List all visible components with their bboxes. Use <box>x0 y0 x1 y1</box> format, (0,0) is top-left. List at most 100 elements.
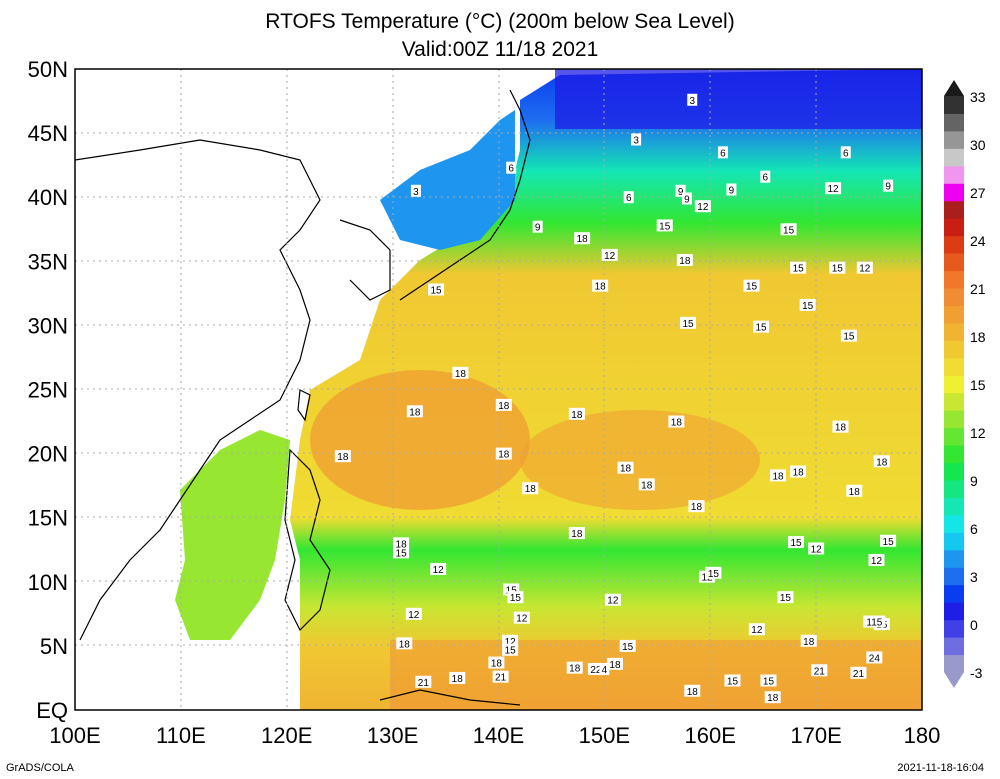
contour-label: 18 <box>873 455 890 468</box>
contour-label: 15 <box>780 223 797 236</box>
colorbar-swatch <box>944 410 964 429</box>
contour-label: 21 <box>850 666 867 680</box>
colorbar-swatch <box>944 96 964 114</box>
contour-label: 6 <box>506 161 517 175</box>
colorbar-swatch <box>944 113 964 132</box>
philippines-coastline <box>284 448 331 632</box>
svg-text:15: 15 <box>396 548 408 559</box>
contour-label: 4 <box>599 662 610 676</box>
contour-label: 9 <box>681 192 692 205</box>
colorbar-swatch <box>944 532 964 551</box>
svg-text:18: 18 <box>409 407 421 418</box>
contour-label: 6 <box>623 191 634 204</box>
svg-text:15: 15 <box>708 569 720 580</box>
contour-label: 18 <box>449 671 466 685</box>
svg-text:6: 6 <box>508 164 514 175</box>
contour-label: 12 <box>825 182 842 195</box>
graticule <box>75 69 922 710</box>
colorbar-swatch <box>944 375 964 394</box>
contour-label: 15 <box>502 643 519 657</box>
contour-label: 15 <box>680 316 697 330</box>
svg-text:15: 15 <box>763 677 775 688</box>
svg-text:21: 21 <box>853 669 865 680</box>
contour-label: 18 <box>800 634 817 648</box>
contour-label: 24 <box>866 651 883 664</box>
svg-text:12: 12 <box>751 625 763 636</box>
colorbar-label: 0 <box>970 617 978 633</box>
chart-title-line2: Valid:00Z 11/18 2021 <box>401 38 599 61</box>
svg-text:18: 18 <box>767 693 779 704</box>
contour-label: 18 <box>574 232 591 245</box>
svg-text:12: 12 <box>408 610 420 621</box>
colorbar-swatch <box>944 235 964 254</box>
warm-core-west <box>310 370 530 510</box>
colorbar-swatch <box>944 130 964 149</box>
ocean-temperature-field <box>290 69 922 710</box>
contour-label: 18 <box>334 450 351 463</box>
svg-text:18: 18 <box>399 639 411 650</box>
svg-text:18: 18 <box>498 401 510 412</box>
svg-text:18: 18 <box>609 660 621 671</box>
colorbar-label: 21 <box>970 281 986 297</box>
contour-label: 3 <box>687 93 698 107</box>
svg-text:18: 18 <box>595 282 607 293</box>
colorbar-swatch <box>944 200 964 219</box>
longitude-label: 120E <box>261 723 312 748</box>
longitude-labels: 100E 110E 120E 130E 140E 150E 160E 170E 180 <box>49 723 940 748</box>
contour-label: 12 <box>513 611 530 625</box>
japan-coastline <box>399 89 531 301</box>
colorbar-label: 3 <box>970 569 978 585</box>
svg-text:12: 12 <box>604 251 616 262</box>
svg-text:15: 15 <box>510 593 522 604</box>
contour-label: 18 <box>638 478 655 491</box>
svg-text:12: 12 <box>516 614 528 625</box>
svg-text:18: 18 <box>691 502 703 513</box>
contour-label: 9 <box>532 220 543 234</box>
svg-text:6: 6 <box>720 148 726 159</box>
svg-text:18: 18 <box>620 464 632 475</box>
colorbar-label: 24 <box>970 233 986 249</box>
svg-text:15: 15 <box>756 323 768 334</box>
svg-text:18: 18 <box>452 674 464 685</box>
longitude-label: 160E <box>685 723 736 748</box>
svg-text:18: 18 <box>571 529 583 540</box>
latitude-label: 5N <box>40 634 68 659</box>
contour-label: 15 <box>724 674 741 688</box>
contour-label: 12 <box>856 261 873 275</box>
colorbar: -3 0 3 6 9 12 15 18 21 24 27 30 33 <box>944 80 986 688</box>
contour-label: 12 <box>868 554 885 567</box>
svg-text:15: 15 <box>843 332 855 343</box>
contour-label: 12 <box>430 562 447 576</box>
svg-text:15: 15 <box>780 593 792 604</box>
contour-label: 15 <box>788 536 805 549</box>
svg-text:18: 18 <box>687 687 699 698</box>
contour-label: 6 <box>760 170 771 184</box>
colorbar-swatch <box>944 462 964 481</box>
svg-text:15: 15 <box>659 221 671 232</box>
svg-text:15: 15 <box>430 286 442 297</box>
svg-text:3: 3 <box>689 96 695 107</box>
svg-text:6: 6 <box>626 193 632 204</box>
colorbar-swatch <box>944 514 964 533</box>
svg-text:12: 12 <box>505 637 517 648</box>
contour-label: 18 <box>606 657 623 671</box>
svg-text:12: 12 <box>811 544 823 555</box>
contour-label: 18 <box>488 656 505 670</box>
svg-text:6: 6 <box>843 148 849 159</box>
latitude-label: 30N <box>28 313 68 338</box>
latitude-label: 50N <box>28 57 68 82</box>
korea-coastline <box>339 219 391 301</box>
colorbar-swatch <box>944 497 964 516</box>
contour-label: 18 <box>770 469 787 482</box>
svg-text:15: 15 <box>802 301 814 312</box>
colorbar-swatch <box>944 480 964 498</box>
svg-text:3: 3 <box>633 136 639 147</box>
south-china-sea-field <box>175 430 290 640</box>
contour-label: 18 <box>790 465 807 479</box>
contour-label: 18 <box>592 279 609 293</box>
coastlines <box>75 89 531 706</box>
longitude-label: 130E <box>367 723 418 748</box>
contour-label: 15 <box>619 639 636 653</box>
colorbar-swatch <box>944 637 964 656</box>
